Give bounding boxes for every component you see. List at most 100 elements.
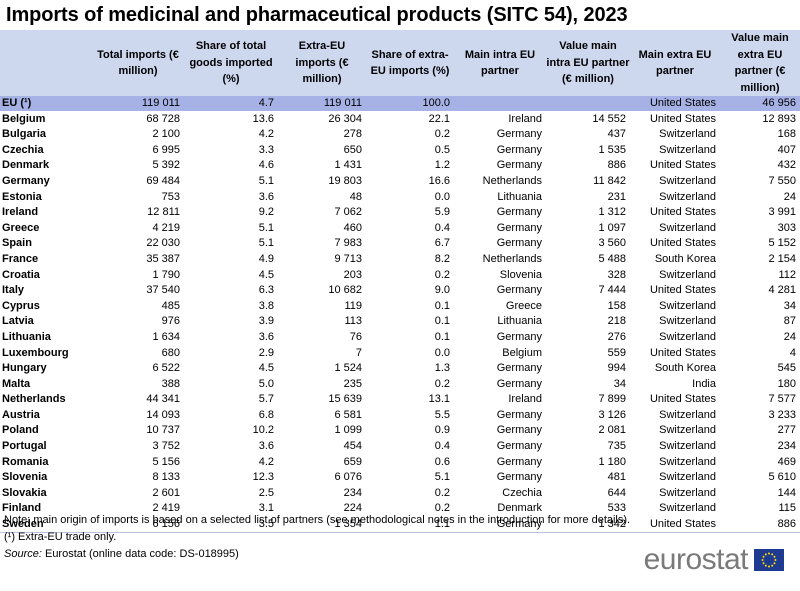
table-cell: Germany xyxy=(454,360,546,377)
table-cell: 303 xyxy=(720,220,800,237)
table-cell: Lithuania xyxy=(454,189,546,206)
table-row: Bulgaria 2 100 4.2 278 0.2 Germany 437 Switzerl… xyxy=(0,126,800,143)
table-cell: 8 133 xyxy=(92,469,184,486)
table-cell: Germany xyxy=(454,407,546,424)
table-cell: 87 xyxy=(720,313,800,330)
table-cell: Denmark xyxy=(454,500,546,518)
table-cell: 218 xyxy=(546,313,630,330)
table-row: Spain 22 030 5.1 7 983 6.7 Germany 3 560 United… xyxy=(0,235,800,252)
table-cell: Germany xyxy=(454,204,546,221)
table-cell: 3 752 xyxy=(92,438,184,455)
table-cell: South Korea xyxy=(630,360,720,377)
table-cell: 3.6 xyxy=(184,329,278,346)
table-cell: United States xyxy=(630,96,720,112)
table-cell: 278 xyxy=(278,126,366,143)
table-cell: Germany xyxy=(454,438,546,455)
table-cell: 481 xyxy=(546,469,630,486)
table-cell: 144 xyxy=(720,485,800,502)
table-cell: Switzerland xyxy=(630,438,720,455)
table-cell: Switzerland xyxy=(630,173,720,190)
table-cell: 650 xyxy=(278,142,366,159)
table-cell: 11 842 xyxy=(546,173,630,190)
table-cell: 3.6 xyxy=(184,189,278,206)
table-cell: United States xyxy=(630,157,720,174)
column-header: Main extra EU partner xyxy=(630,30,720,96)
table-cell: Germany xyxy=(454,516,546,533)
table-cell: 432 xyxy=(720,157,800,174)
table-cell: 5 488 xyxy=(546,251,630,268)
table-cell: Germany xyxy=(454,454,546,471)
column-header: Share of extra-EU imports (%) xyxy=(366,30,454,96)
table-row: Portugal 3 752 3.6 454 0.4 Germany 735 Switzerl… xyxy=(0,438,800,455)
table-cell: 235 xyxy=(278,376,366,393)
table-cell: 2 081 xyxy=(546,422,630,440)
table-cell: Belgium xyxy=(454,345,546,362)
table-cell: Netherlands xyxy=(454,173,546,190)
table-cell: 4.9 xyxy=(184,251,278,268)
table-cell: Switzerland xyxy=(630,220,720,237)
table-cell: 6 995 xyxy=(92,142,184,159)
table-cell: 4.6 xyxy=(184,157,278,174)
table-cell: Germany xyxy=(454,142,546,159)
table-cell: 5.1 xyxy=(184,235,278,252)
table-cell: United States xyxy=(630,345,720,362)
table-cell: 9.2 xyxy=(184,204,278,221)
country-cell: Denmark xyxy=(0,157,92,174)
table-cell: 753 xyxy=(92,189,184,206)
country-cell: Czechia xyxy=(0,142,92,159)
table-cell: 115 xyxy=(720,500,800,518)
table-cell: 7 550 xyxy=(720,173,800,190)
table-cell: 168 xyxy=(720,126,800,143)
table-cell: 1 535 xyxy=(546,142,630,159)
table-cell: 5.0 xyxy=(184,376,278,393)
table-cell: 119 xyxy=(278,298,366,315)
table-cell: 13.6 xyxy=(184,111,278,128)
table-cell: 1 342 xyxy=(546,516,630,533)
table-cell xyxy=(454,96,546,112)
table-cell: 1.3 xyxy=(366,360,454,377)
country-cell: Hungary xyxy=(0,360,92,377)
table-cell: United States xyxy=(630,391,720,408)
country-cell: Malta xyxy=(0,376,92,393)
table-cell: 407 xyxy=(720,142,800,159)
table-cell: 4 281 xyxy=(720,282,800,299)
table-cell: 5.7 xyxy=(184,391,278,408)
footnote-text: (¹) Extra-EU trade only. xyxy=(4,531,117,543)
table-cell: Lithuania xyxy=(454,313,546,330)
table-cell: 5 152 xyxy=(720,235,800,252)
table-cell: 460 xyxy=(278,220,366,237)
table-cell: 6.3 xyxy=(184,282,278,299)
country-cell: Latvia xyxy=(0,313,92,330)
table-cell: 7 577 xyxy=(720,391,800,408)
table-row: Estonia 753 3.6 48 0.0 Lithuania 231 Switzerlan… xyxy=(0,189,800,206)
table-cell: 1 097 xyxy=(546,220,630,237)
table-cell: 680 xyxy=(92,345,184,362)
table-cell: 437 xyxy=(546,126,630,143)
table-row: Belgium 68 728 13.6 26 304 22.1 Ireland 14 552… xyxy=(0,111,800,128)
table-row: Germany 69 484 5.1 19 803 16.6 Netherlands 11 … xyxy=(0,173,800,190)
table-cell: Switzerland xyxy=(630,142,720,159)
table-cell: 0.1 xyxy=(366,313,454,330)
table-cell xyxy=(546,96,630,112)
table-cell: 994 xyxy=(546,360,630,377)
table-cell: 0.9 xyxy=(366,422,454,440)
table-cell: United States xyxy=(630,282,720,299)
table-cell: 886 xyxy=(546,157,630,174)
country-cell: Ireland xyxy=(0,204,92,221)
table-cell: Germany xyxy=(454,126,546,143)
table-cell: Greece xyxy=(454,298,546,315)
country-cell: Belgium xyxy=(0,111,92,128)
table-row: Greece 4 219 5.1 460 0.4 Germany 1 097 Switzerl… xyxy=(0,220,800,237)
country-cell: Netherlands xyxy=(0,391,92,408)
table-cell: 14 093 xyxy=(92,407,184,424)
source-label: Source: xyxy=(4,548,42,560)
source-text: Eurostat (online data code: DS-018995) xyxy=(41,548,239,560)
country-cell: Greece xyxy=(0,220,92,237)
table-cell: 234 xyxy=(278,485,366,502)
table-cell: Switzerland xyxy=(630,298,720,315)
table-cell: South Korea xyxy=(630,251,720,268)
table-cell: 24 xyxy=(720,189,800,206)
table-cell: 0.0 xyxy=(366,345,454,362)
table-cell: 112 xyxy=(720,267,800,284)
table-cell: 13.1 xyxy=(366,391,454,408)
